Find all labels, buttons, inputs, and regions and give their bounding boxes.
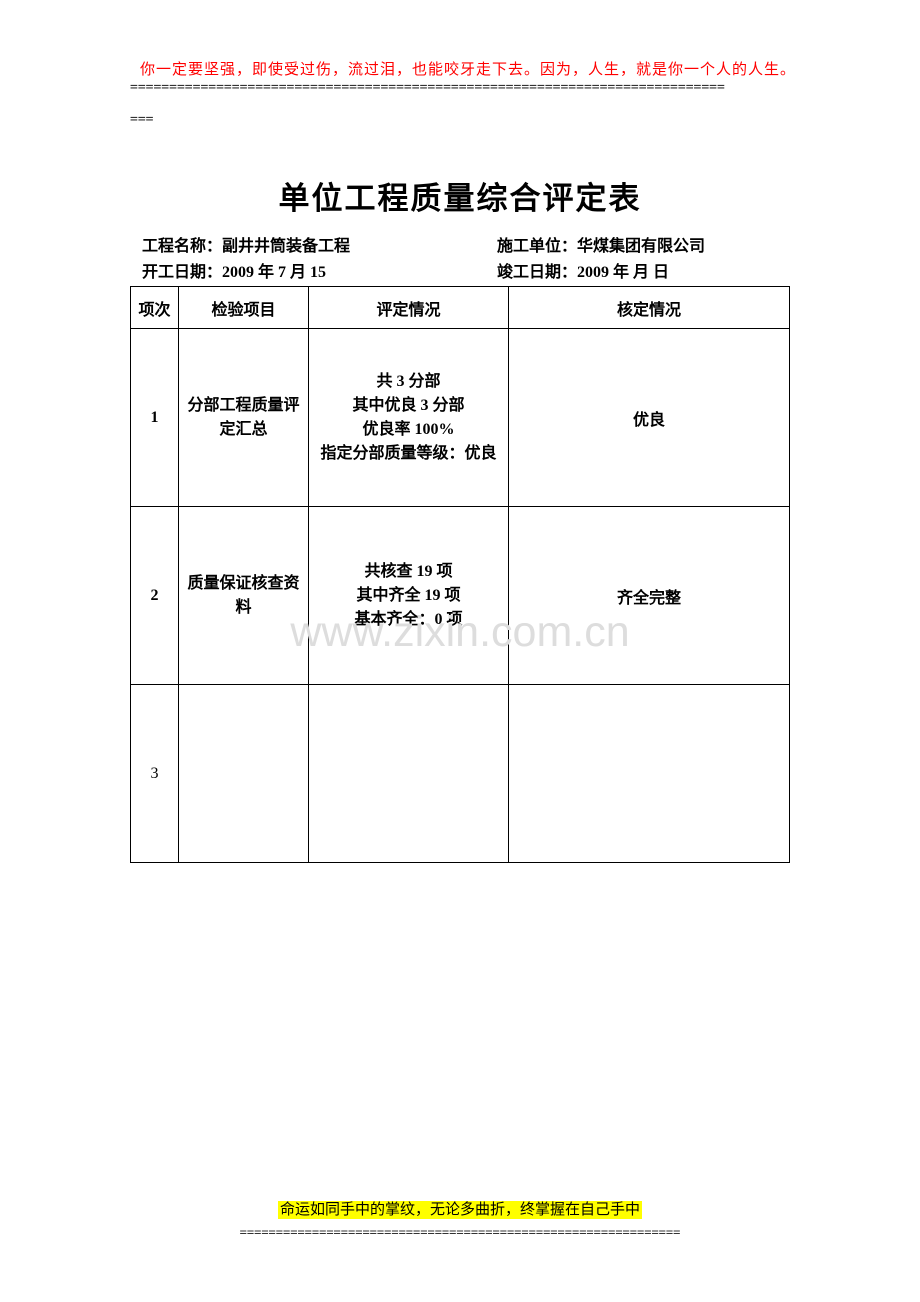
- end-date-label: 竣工日期：: [497, 264, 577, 281]
- row-evaluation: [309, 685, 509, 863]
- header-quote: 你一定要坚强，即使受过伤，流过泪，也能咬牙走下去。因为，人生，就是你一个人的人生…: [140, 58, 855, 79]
- row-item: 质量保证核查资料: [179, 507, 309, 685]
- footer-quote-text: 命运如同手中的掌纹，无论多曲折，终掌握在自己手中: [278, 1201, 642, 1219]
- row-item: 分部工程质量评定汇总: [179, 329, 309, 507]
- eval-line: 基本齐全：0 项: [309, 608, 508, 632]
- footer-quote: 命运如同手中的掌纹，无论多曲折，终掌握在自己手中: [0, 1198, 920, 1219]
- row-verification: 优良: [509, 329, 790, 507]
- eval-line: 其中优良 3 分部: [309, 394, 508, 418]
- row-verification: 齐全完整: [509, 507, 790, 685]
- project-name: 工程名称：副井井筒装备工程: [142, 232, 435, 256]
- start-date: 开工日期：2009 年 7 月 15: [142, 258, 435, 282]
- start-date-value: 2009 年 7 月 15: [222, 264, 326, 281]
- eval-line: 共核查 19 项: [309, 560, 508, 584]
- meta-row-2: 开工日期：2009 年 7 月 15 竣工日期：2009 年 月 日: [130, 258, 790, 282]
- eval-line: 优良率 100%: [309, 418, 508, 442]
- document-content: 单位工程质量综合评定表 工程名称：副井井筒装备工程 施工单位：华煤集团有限公司 …: [130, 173, 790, 863]
- project-name-label: 工程名称：: [142, 238, 222, 255]
- header-verification: 核定情况: [509, 287, 790, 329]
- start-date-label: 开工日期：: [142, 264, 222, 281]
- evaluation-table: 项次 检验项目 评定情况 核定情况 1 分部工程质量评定汇总 共 3 分部 其中…: [130, 286, 790, 863]
- row-item: [179, 685, 309, 863]
- row-evaluation: 共 3 分部 其中优良 3 分部 优良率 100% 指定分部质量等级：优良: [309, 329, 509, 507]
- contractor-label: 施工单位：: [497, 238, 577, 255]
- row-index: 2: [131, 507, 179, 685]
- eval-line: 指定分部质量等级：优良: [309, 442, 508, 466]
- separator-bottom: ========================================…: [160, 1225, 760, 1239]
- page-title: 单位工程质量综合评定表: [130, 173, 790, 218]
- row-index: 1: [131, 329, 179, 507]
- separator-top-cont: ===: [130, 112, 153, 127]
- contractor-value: 华煤集团有限公司: [577, 238, 705, 255]
- header-item: 检验项目: [179, 287, 309, 329]
- project-name-value: 副井井筒装备工程: [222, 238, 350, 255]
- contractor: 施工单位：华煤集团有限公司: [435, 232, 790, 256]
- end-date: 竣工日期：2009 年 月 日: [435, 258, 790, 282]
- separator-top: ========================================…: [130, 80, 855, 95]
- header-evaluation: 评定情况: [309, 287, 509, 329]
- table-row: 3: [131, 685, 790, 863]
- end-date-value: 2009 年 月 日: [577, 264, 669, 281]
- meta-row-1: 工程名称：副井井筒装备工程 施工单位：华煤集团有限公司: [130, 232, 790, 256]
- row-verification: [509, 685, 790, 863]
- table-row: 2 质量保证核查资料 共核查 19 项 其中齐全 19 项 基本齐全：0 项 齐…: [131, 507, 790, 685]
- table-header-row: 项次 检验项目 评定情况 核定情况: [131, 287, 790, 329]
- eval-line: 共 3 分部: [309, 370, 508, 394]
- table-row: 1 分部工程质量评定汇总 共 3 分部 其中优良 3 分部 优良率 100% 指…: [131, 329, 790, 507]
- header-index: 项次: [131, 287, 179, 329]
- row-index: 3: [131, 685, 179, 863]
- row-evaluation: 共核查 19 项 其中齐全 19 项 基本齐全：0 项: [309, 507, 509, 685]
- eval-line: 其中齐全 19 项: [309, 584, 508, 608]
